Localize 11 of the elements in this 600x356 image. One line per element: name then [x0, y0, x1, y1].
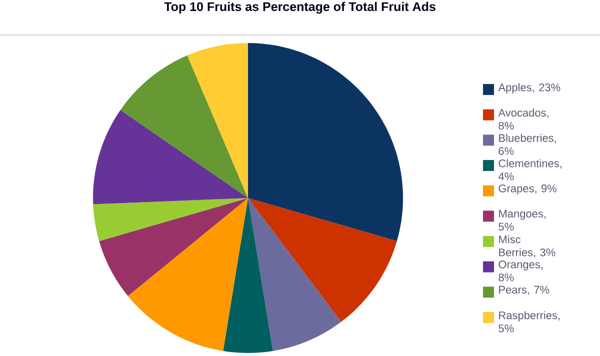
legend-label: Raspberries, 5% — [498, 311, 560, 332]
legend-label: Misc Berries, 3% — [499, 235, 556, 258]
chart-title: Top 10 Fruits as Percentage of Total Fruit Ads — [164, 2, 436, 14]
legend-label: Mangoes, 5% — [498, 210, 546, 231]
legend-label: Blueberries, 6% — [498, 134, 556, 155]
legend-label: Apples, 23% — [498, 83, 560, 94]
legend-label: Clementines, 4% — [498, 159, 562, 180]
legend-label: Pears, 7% — [499, 286, 550, 295]
legend-label: Grapes, 9% — [498, 184, 556, 194]
legend-label: Avocados, 8% — [498, 108, 548, 130]
legend-label: Oranges, 8% — [498, 260, 542, 282]
